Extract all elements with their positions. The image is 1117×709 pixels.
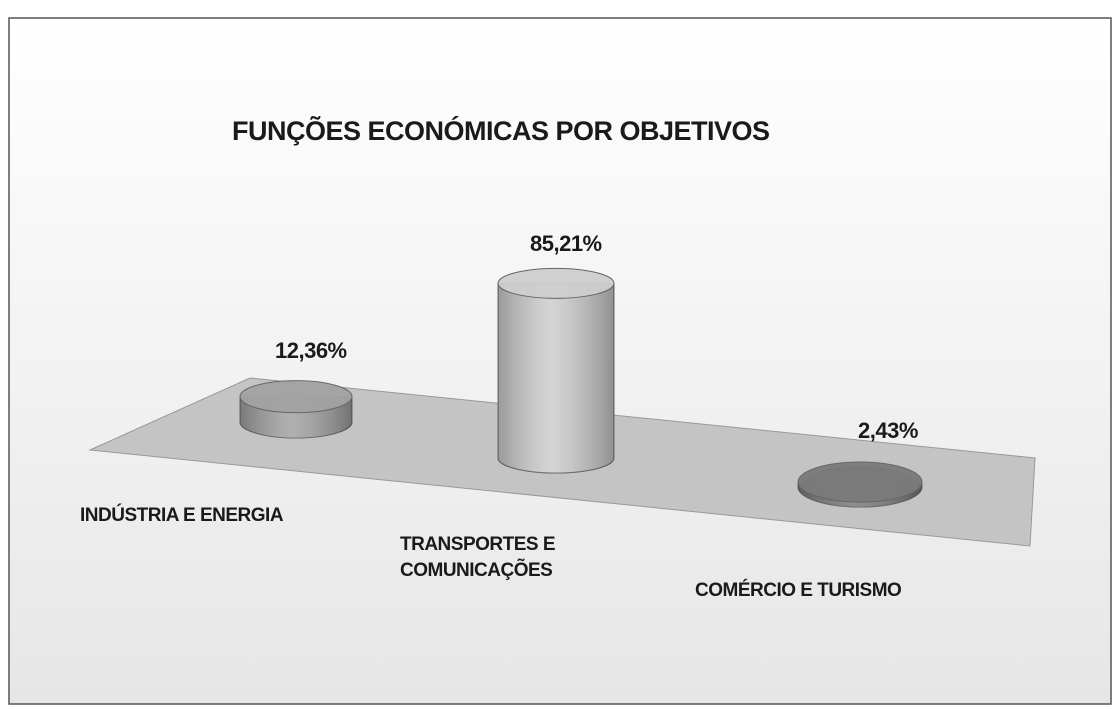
cylinder-top [797,461,923,503]
cylinder-top [239,380,353,414]
category-label: TRANSPORTES E COMUNICAÇÕES [400,534,556,581]
value-label: 12,36% [275,338,347,363]
category-label: INDÚSTRIA E ENERGIA [80,505,284,526]
value-label: 2,43% [858,418,918,443]
chart-title: FUNÇÕES ECONÓMICAS POR OBJETIVOS [232,116,770,146]
cylinder-top [497,267,615,299]
cylinder-shade [498,283,614,473]
category-label: COMÉRCIO E TURISMO [695,580,902,601]
value-label: 85,21% [530,231,602,256]
